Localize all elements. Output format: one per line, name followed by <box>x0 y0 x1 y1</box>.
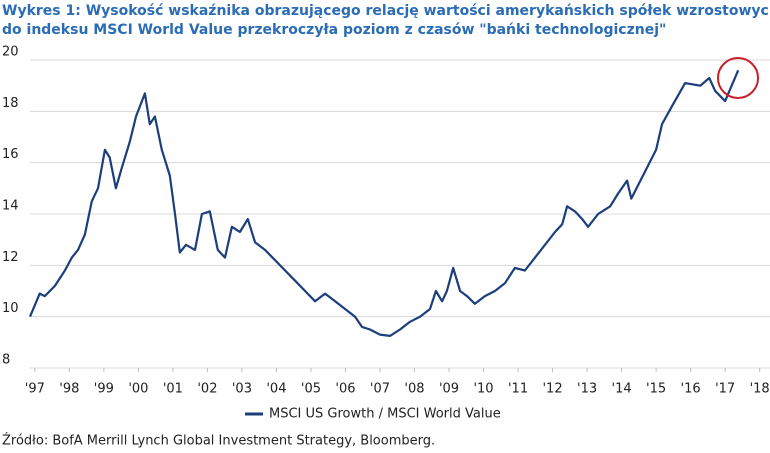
x-tick-label: '12 <box>542 382 562 397</box>
y-tick-label: 18 <box>2 96 19 111</box>
data-line <box>28 69 740 337</box>
x-tick-label: '13 <box>577 382 597 397</box>
chart-title: Wykres 1: Wysokość wskaźnika obrazująceg… <box>2 3 770 19</box>
x-tick-label: '97 <box>25 382 45 397</box>
x-tick-label: '98 <box>59 382 79 397</box>
x-tick-label: '06 <box>335 382 355 397</box>
y-tick-label: 20 <box>2 45 19 60</box>
x-tick-label: '10 <box>473 382 493 397</box>
y-tick-label: 16 <box>2 147 19 162</box>
source: Źródło: BofA Merrill Lynch Global Invest… <box>2 433 435 449</box>
x-tick-label: '14 <box>612 382 632 397</box>
x-tick-label: '08 <box>404 382 424 397</box>
x-tick-label: '04 <box>266 382 286 397</box>
x-tick-label: '05 <box>301 382 321 397</box>
x-tick-label: '02 <box>197 382 217 397</box>
chart-title: do indeksu MSCI World Value przekroczyła… <box>2 22 666 38</box>
y-tick-label: 10 <box>2 301 19 316</box>
x-tick-label: '03 <box>232 382 252 397</box>
x-tick-label: '01 <box>163 382 183 397</box>
x-tick-label: '17 <box>715 382 735 397</box>
x-tick-label: '09 <box>439 382 459 397</box>
y-tick-label: 8 <box>2 353 10 368</box>
legend-label: MSCI US Growth / MSCI World Value <box>269 407 501 422</box>
x-tick-label: '00 <box>128 382 148 397</box>
x-tick-label: '15 <box>646 382 666 397</box>
x-tick-label: '16 <box>681 382 701 397</box>
x-tick-label: '11 <box>508 382 528 397</box>
x-tick-label: '99 <box>94 382 114 397</box>
highlight-circle <box>717 57 759 99</box>
x-tick-label: '18 <box>750 382 770 397</box>
x-tick-label: '07 <box>370 382 390 397</box>
y-tick-label: 12 <box>2 250 19 265</box>
y-tick-label: 14 <box>2 199 19 214</box>
